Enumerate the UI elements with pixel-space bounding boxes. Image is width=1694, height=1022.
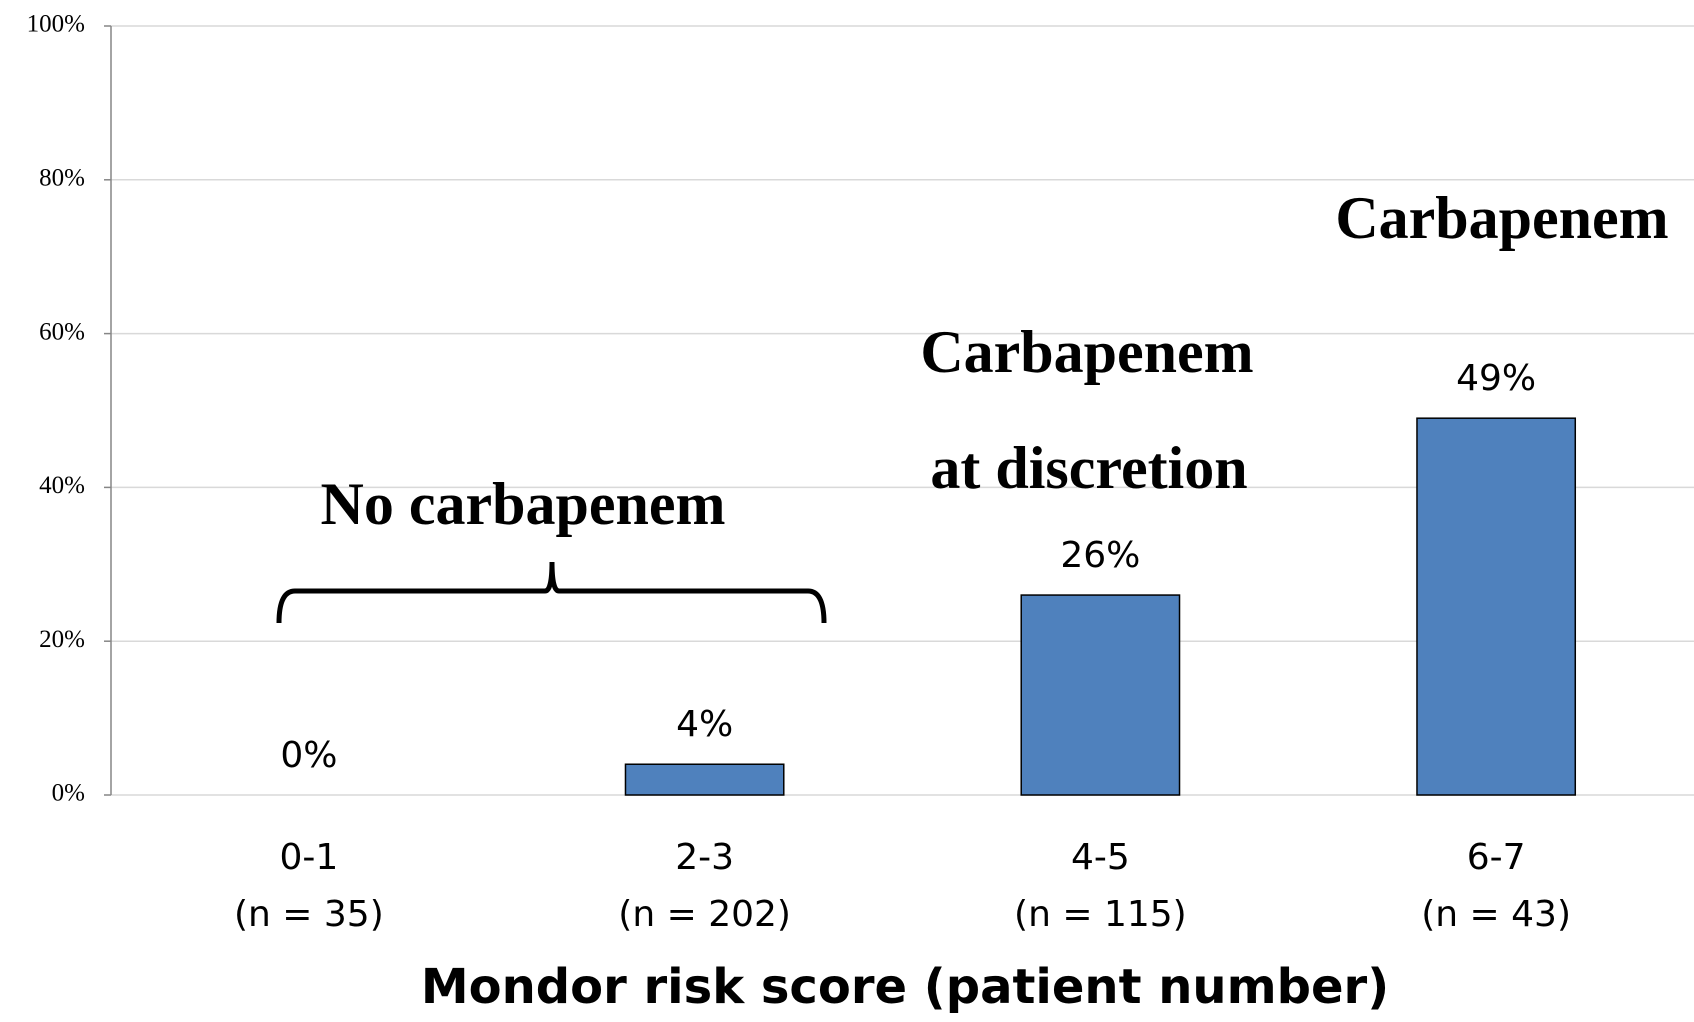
bar (1416, 417, 1577, 796)
x-tick-note: (n = 43) (1421, 894, 1571, 935)
y-tick-label: 100% (27, 11, 85, 38)
value-label: 49% (1456, 358, 1536, 399)
annotation: No carbapenem (321, 471, 726, 537)
bar (1020, 594, 1181, 796)
brace (276, 561, 827, 624)
x-tick-label: 0-1 (279, 837, 338, 878)
value-label: 26% (1060, 535, 1140, 576)
annotation: Carbapenem (920, 319, 1253, 385)
value-label: 0% (280, 735, 337, 776)
y-tick-label: 20% (39, 626, 85, 653)
annotation: Carbapenem (1335, 185, 1668, 251)
y-tick-label: 0% (52, 780, 85, 807)
y-tick-label: 60% (39, 318, 85, 345)
x-tick-label: 6-7 (1467, 837, 1526, 878)
x-tick-note: (n = 35) (234, 894, 384, 935)
x-tick-note: (n = 115) (1014, 894, 1187, 935)
x-tick-note: (n = 202) (618, 894, 791, 935)
x-axis-label: Mondor risk score (patient number) (421, 959, 1389, 1015)
annotation: at discretion (930, 435, 1247, 501)
x-tick-label: 4-5 (1071, 837, 1130, 878)
y-tick-label: 40% (39, 472, 85, 499)
value-label: 4% (676, 704, 733, 745)
x-tick-label: 2-3 (675, 837, 734, 878)
bar (624, 763, 785, 796)
y-tick-label: 80% (39, 165, 85, 192)
